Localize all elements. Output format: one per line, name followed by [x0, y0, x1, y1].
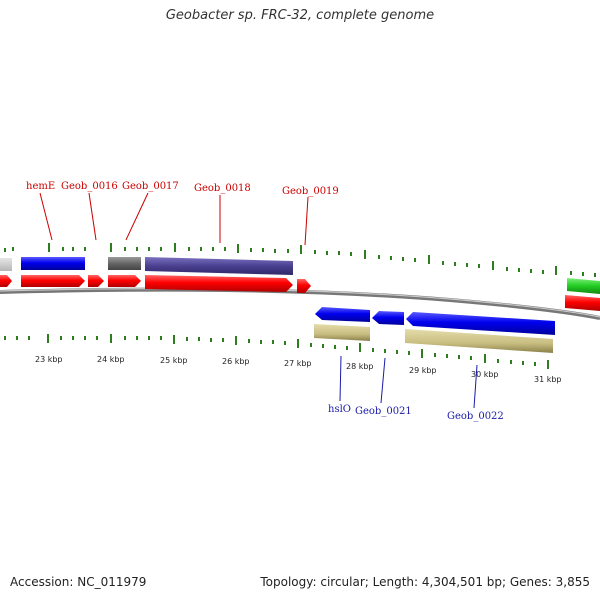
gene-label-hemE: hemE	[26, 181, 55, 192]
reverse-strand-arrows	[315, 307, 555, 335]
cds-arrow-hslO	[315, 307, 370, 322]
cds-arrow-Geob_0022	[406, 312, 555, 335]
cds-arrow-Geob_0016	[88, 275, 104, 287]
gene-label-hslO: hslO	[328, 404, 351, 415]
feature-box-hslO	[314, 324, 370, 341]
cds-arrow-Geob_0019	[297, 279, 311, 293]
genome-backbone	[0, 287, 600, 320]
tick-label-31kbp: 31 kbp	[534, 375, 562, 384]
label-leader-lines	[39, 192, 478, 409]
tick-label-24kbp: 24 kbp	[97, 355, 125, 364]
tick-label-29kbp: 29 kbp	[409, 366, 437, 375]
feature-box-Geob_0017	[108, 257, 141, 270]
tick-label-23kbp: 23 kbp	[35, 355, 63, 364]
feature-box-gray-edge	[0, 258, 12, 271]
gene-label-Geob_0016: Geob_0016	[61, 181, 118, 192]
cds-arrow-hemE	[21, 275, 85, 287]
lower-feature-track	[314, 324, 553, 353]
bottom-gene-labels: hslO Geob_0021 Geob_0022	[328, 404, 504, 422]
feature-box-green-edge	[567, 278, 600, 294]
tick-label-27kbp: 27 kbp	[284, 359, 312, 368]
feature-box-hemE	[21, 257, 85, 270]
upper-feature-track	[0, 257, 293, 275]
cds-arrow-right-edge	[565, 295, 600, 311]
cds-arrow-Geob_0018	[145, 275, 293, 292]
tick-label-30kbp: 30 kbp	[471, 370, 499, 379]
feature-box-Geob_0022	[405, 329, 553, 353]
gene-label-Geob_0021: Geob_0021	[355, 406, 412, 417]
forward-strand-arrows	[0, 275, 600, 311]
accession-text: Accession: NC_011979	[10, 575, 147, 589]
upper-tick-marks	[4, 243, 596, 277]
tick-label-28kbp: 28 kbp	[346, 362, 374, 371]
gene-label-Geob_0019: Geob_0019	[282, 186, 339, 197]
top-gene-labels: hemE Geob_0016 Geob_0017 Geob_0018 Geob_…	[26, 181, 339, 197]
gene-label-Geob_0022: Geob_0022	[447, 411, 504, 422]
kbp-axis-labels: 23 kbp 24 kbp 25 kbp 26 kbp 27 kbp 28 kb…	[35, 355, 562, 384]
feature-box-Geob_0018	[145, 257, 293, 275]
lower-tick-marks	[4, 334, 549, 369]
map-title: Geobacter sp. FRC-32, complete genome	[165, 8, 435, 23]
gene-label-Geob_0017: Geob_0017	[122, 181, 179, 192]
tick-label-25kbp: 25 kbp	[160, 356, 188, 365]
genome-summary-text: Topology: circular; Length: 4,304,501 bp…	[260, 575, 590, 589]
tick-label-26kbp: 26 kbp	[222, 357, 250, 366]
cds-arrow-Geob_0017	[108, 275, 141, 287]
gene-label-Geob_0018: Geob_0018	[194, 183, 251, 194]
cds-arrow-left-edge	[0, 275, 12, 287]
cds-arrow-Geob_0021	[372, 311, 404, 325]
